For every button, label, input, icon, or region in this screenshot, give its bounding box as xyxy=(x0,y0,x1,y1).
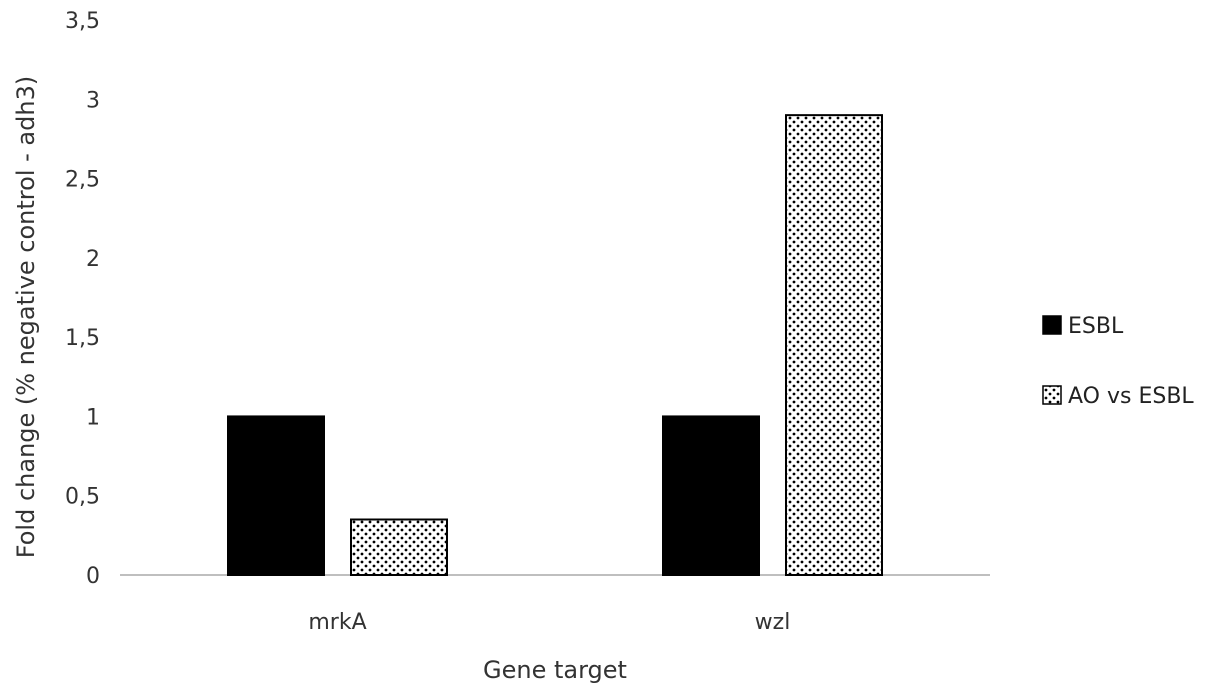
y-axis-ticks: 0 0,5 1 1,5 2 2,5 3 3,5 xyxy=(65,9,100,589)
bar-mrkA-ao-vs-esbl xyxy=(350,518,448,576)
y-tick-label: 0 xyxy=(86,564,100,589)
bar-wzl-ao-vs-esbl xyxy=(785,114,883,577)
y-tick-label: 3,5 xyxy=(65,9,100,34)
y-tick-label: 2,5 xyxy=(65,168,100,193)
x-axis-ticks: mrkA wzl xyxy=(308,610,790,635)
x-tick-label: mrkA xyxy=(308,610,366,635)
x-axis-title: Gene target xyxy=(483,656,627,684)
legend-label: AO vs ESBL xyxy=(1068,384,1194,409)
bar-mrkA-esbl xyxy=(227,415,325,576)
y-tick-label: 3 xyxy=(86,88,100,113)
y-tick-label: 2 xyxy=(86,247,100,272)
legend-label: ESBL xyxy=(1068,314,1124,339)
y-tick-label: 1,5 xyxy=(65,326,100,351)
legend-swatch xyxy=(1042,315,1062,335)
y-axis-title: Fold change (% negative control - adh3) xyxy=(12,76,40,558)
x-tick-label: wzl xyxy=(755,610,791,635)
legend-swatch xyxy=(1042,385,1062,405)
bar-wzl-esbl xyxy=(662,415,760,576)
y-tick-label: 1 xyxy=(86,405,100,430)
legend: ESBL AO vs ESBL xyxy=(1042,314,1194,409)
y-tick-label: 0,5 xyxy=(65,485,100,510)
bars xyxy=(227,114,883,577)
